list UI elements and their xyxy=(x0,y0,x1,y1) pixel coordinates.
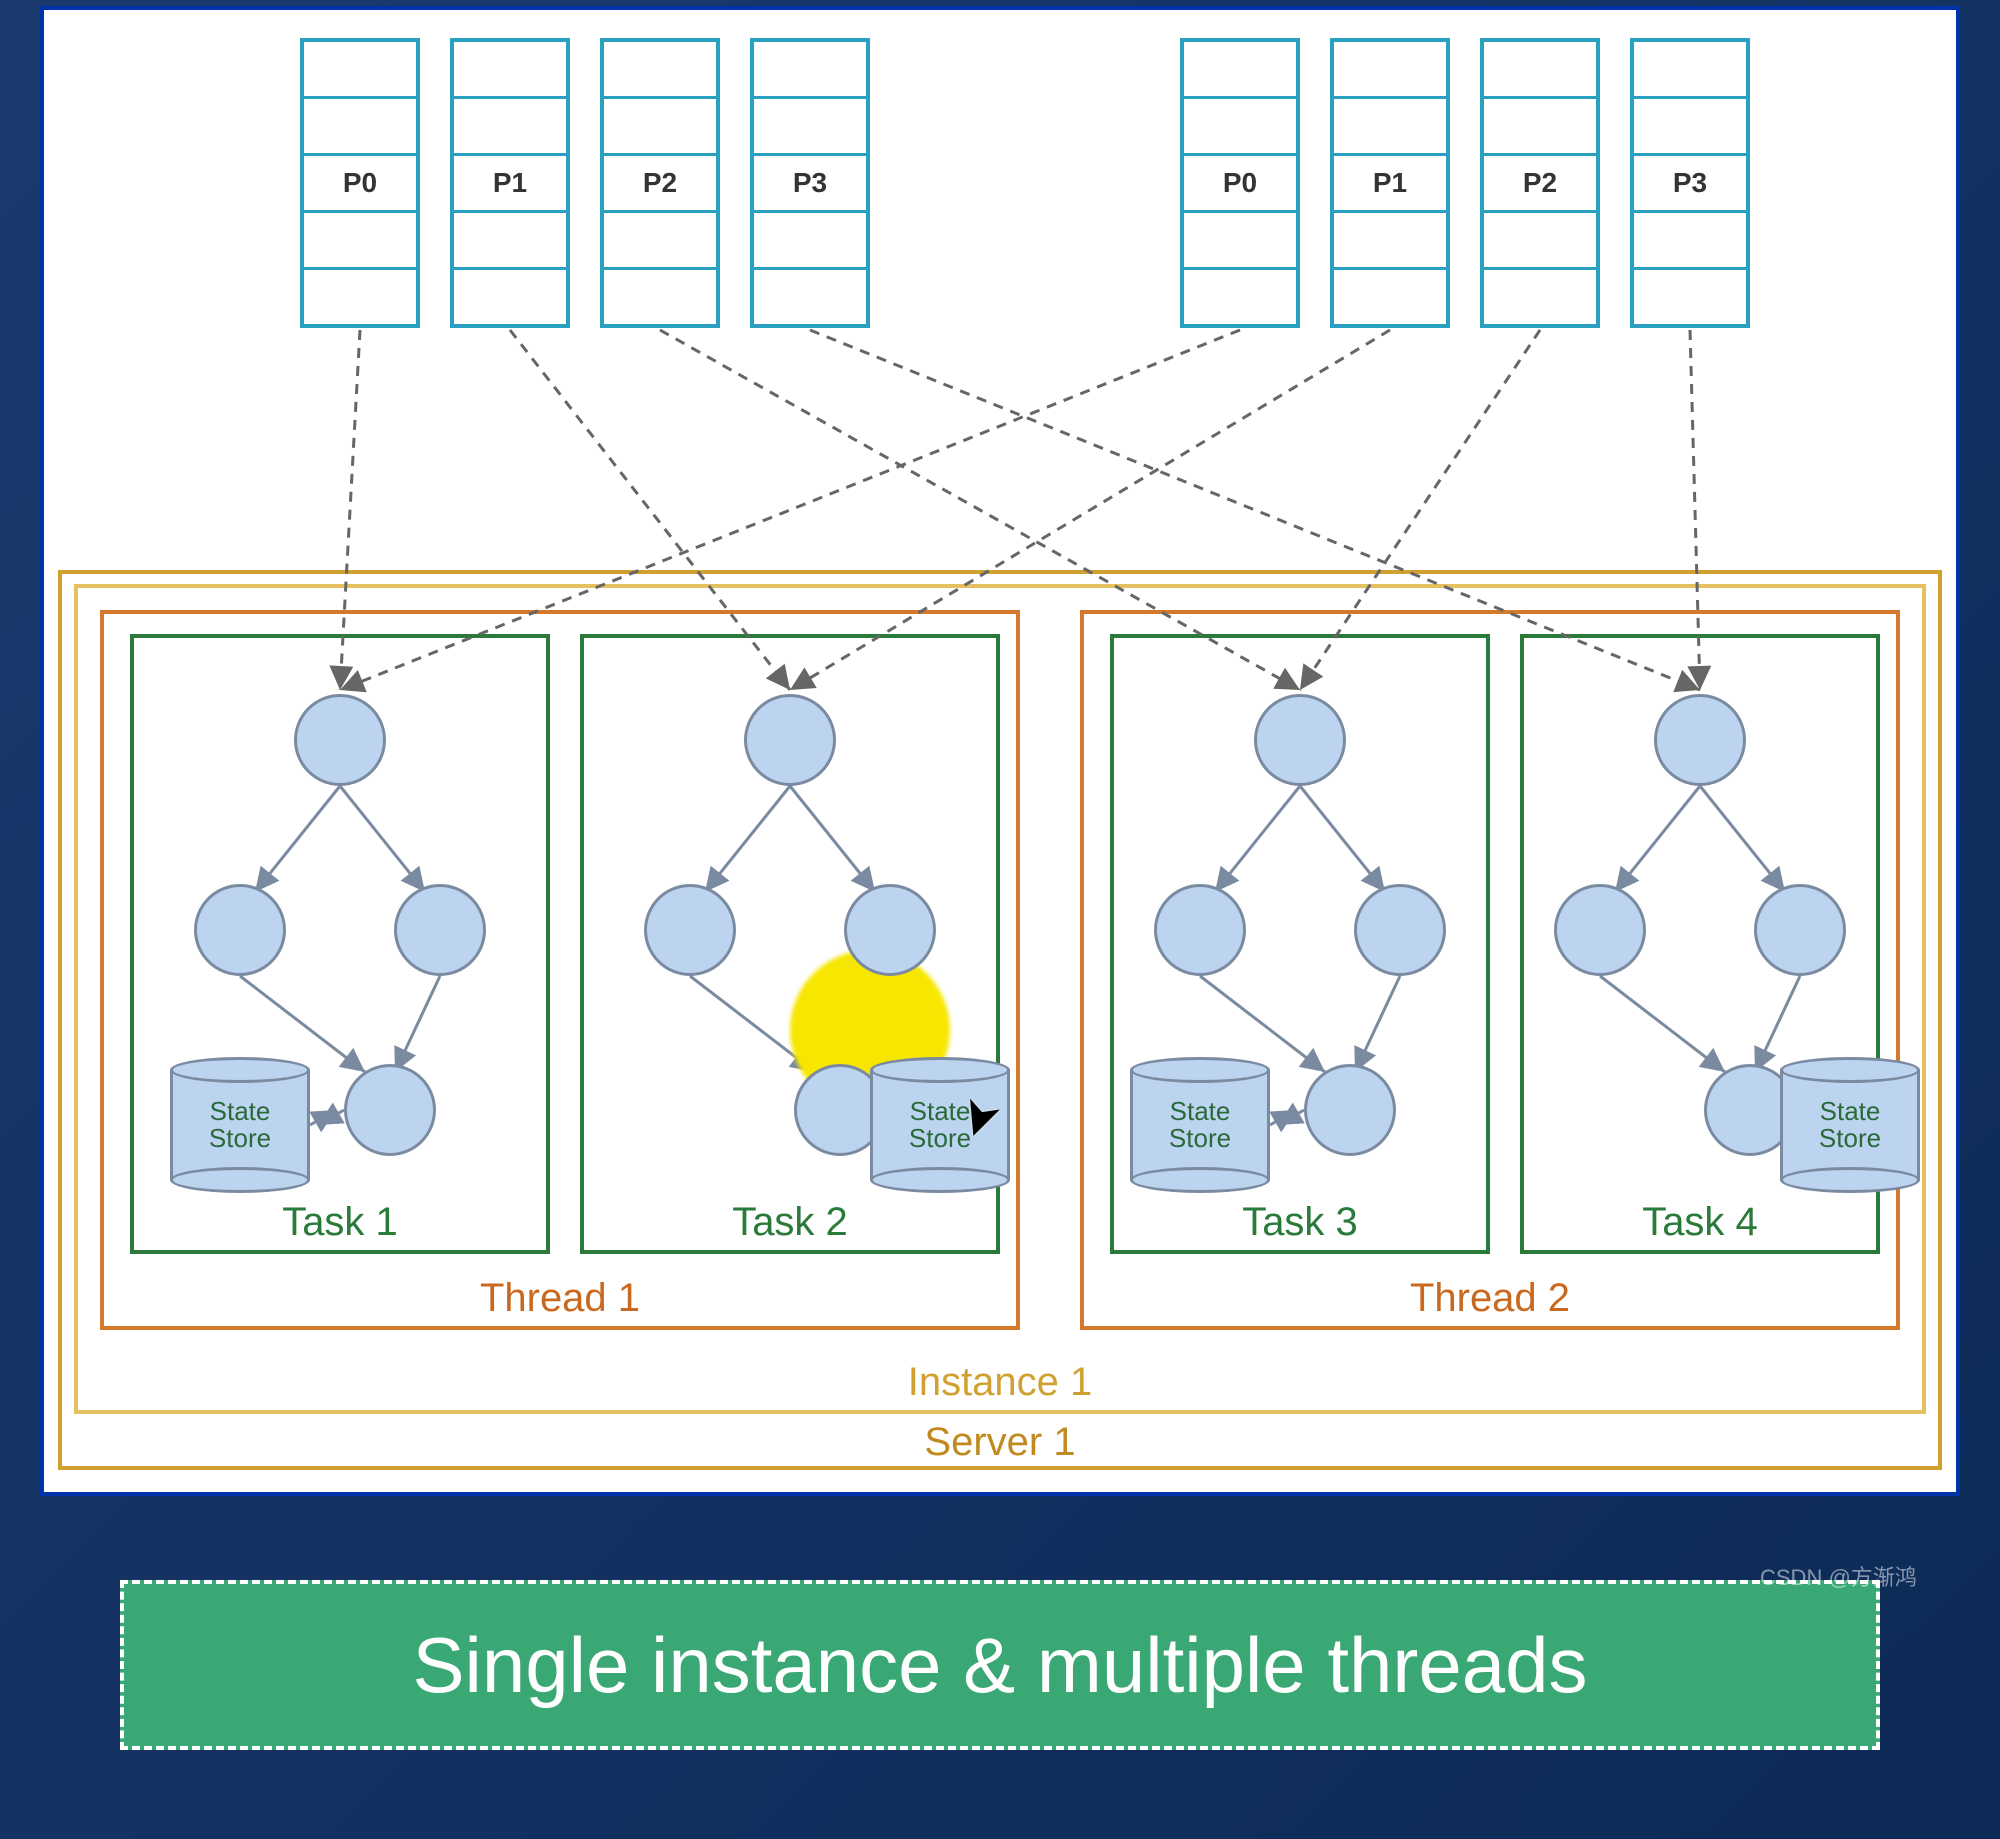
partition-cell xyxy=(604,270,716,324)
partition-cell xyxy=(1634,213,1746,270)
partition-cell xyxy=(604,99,716,156)
partition-cell xyxy=(304,99,416,156)
partition-cell xyxy=(754,213,866,270)
partition-cell xyxy=(1484,213,1596,270)
thread-label: Thread 2 xyxy=(1080,1276,1900,1321)
dag-node xyxy=(294,694,386,786)
partition-stack: P1 xyxy=(450,38,570,328)
partition-label: P3 xyxy=(793,167,827,199)
partition-cell xyxy=(454,270,566,324)
partition-cell xyxy=(604,42,716,99)
partition-cell: P1 xyxy=(1334,156,1446,213)
partition-stack: P0 xyxy=(300,38,420,328)
task-label: Task 1 xyxy=(130,1200,550,1245)
dag-node xyxy=(744,694,836,786)
partition-cell xyxy=(1184,213,1296,270)
task-label: Task 3 xyxy=(1110,1200,1490,1245)
partition-cell xyxy=(454,42,566,99)
partition-cell xyxy=(1184,42,1296,99)
title-banner: Single instance & multiple threads xyxy=(120,1580,1880,1750)
dag-node xyxy=(1354,884,1446,976)
partition-cell: P3 xyxy=(754,156,866,213)
partition-cell xyxy=(454,99,566,156)
state-store-label: StateStore xyxy=(1780,1098,1920,1153)
state-store: StateStore xyxy=(170,1070,310,1180)
dag-node xyxy=(644,884,736,976)
partition-cell: P0 xyxy=(1184,156,1296,213)
partition-cell xyxy=(1334,42,1446,99)
partition-cell xyxy=(1634,270,1746,324)
state-store: StateStore xyxy=(870,1070,1010,1180)
dag-node xyxy=(344,1064,436,1156)
state-store-label: StateStore xyxy=(1130,1098,1270,1153)
partition-cell xyxy=(1634,42,1746,99)
partition-cell xyxy=(454,213,566,270)
partition-label: P3 xyxy=(1673,167,1707,199)
partition-stack: P0 xyxy=(1180,38,1300,328)
partition-cell xyxy=(1634,99,1746,156)
partition-cell xyxy=(304,42,416,99)
partition-cell: P2 xyxy=(1484,156,1596,213)
partition-cell xyxy=(1484,42,1596,99)
watermark: CSDN @方渐鸿 xyxy=(1760,1560,1917,1592)
partition-stack: P2 xyxy=(600,38,720,328)
dag-node xyxy=(1754,884,1846,976)
partition-stack: P2 xyxy=(1480,38,1600,328)
partition-cell xyxy=(304,270,416,324)
state-store: StateStore xyxy=(1780,1070,1920,1180)
dag-node xyxy=(194,884,286,976)
dag-node xyxy=(1254,694,1346,786)
title-banner-text: Single instance & multiple threads xyxy=(413,1620,1588,1711)
server-label: Server 1 xyxy=(58,1420,1942,1465)
partition-cell xyxy=(604,213,716,270)
partition-cell xyxy=(754,42,866,99)
instance-label: Instance 1 xyxy=(74,1360,1926,1405)
state-store-label: StateStore xyxy=(870,1098,1010,1153)
thread-label: Thread 1 xyxy=(100,1276,1020,1321)
partition-cell xyxy=(1484,99,1596,156)
dag-node xyxy=(1154,884,1246,976)
partition-label: P0 xyxy=(343,167,377,199)
partition-label: P2 xyxy=(643,167,677,199)
partition-label: P1 xyxy=(493,167,527,199)
dag-node xyxy=(844,884,936,976)
state-store-label: StateStore xyxy=(170,1098,310,1153)
partition-stack: P3 xyxy=(750,38,870,328)
partition-cell xyxy=(754,270,866,324)
partition-cell xyxy=(1184,270,1296,324)
partition-cell: P0 xyxy=(304,156,416,213)
partition-cell xyxy=(304,213,416,270)
partition-cell: P1 xyxy=(454,156,566,213)
partition-cell: P3 xyxy=(1634,156,1746,213)
partition-cell xyxy=(1334,213,1446,270)
dag-node xyxy=(1554,884,1646,976)
partition-label: P0 xyxy=(1223,167,1257,199)
partition-cell xyxy=(1334,270,1446,324)
state-store: StateStore xyxy=(1130,1070,1270,1180)
partition-cell xyxy=(754,99,866,156)
dag-node xyxy=(1654,694,1746,786)
task-label: Task 4 xyxy=(1520,1200,1880,1245)
partition-stack: P1 xyxy=(1330,38,1450,328)
partition-cell xyxy=(1484,270,1596,324)
partition-stack: P3 xyxy=(1630,38,1750,328)
dag-node xyxy=(394,884,486,976)
partition-cell xyxy=(1334,99,1446,156)
partition-cell xyxy=(1184,99,1296,156)
task-label: Task 2 xyxy=(580,1200,1000,1245)
partition-label: P1 xyxy=(1373,167,1407,199)
partition-cell: P2 xyxy=(604,156,716,213)
dag-node xyxy=(1304,1064,1396,1156)
partition-label: P2 xyxy=(1523,167,1557,199)
